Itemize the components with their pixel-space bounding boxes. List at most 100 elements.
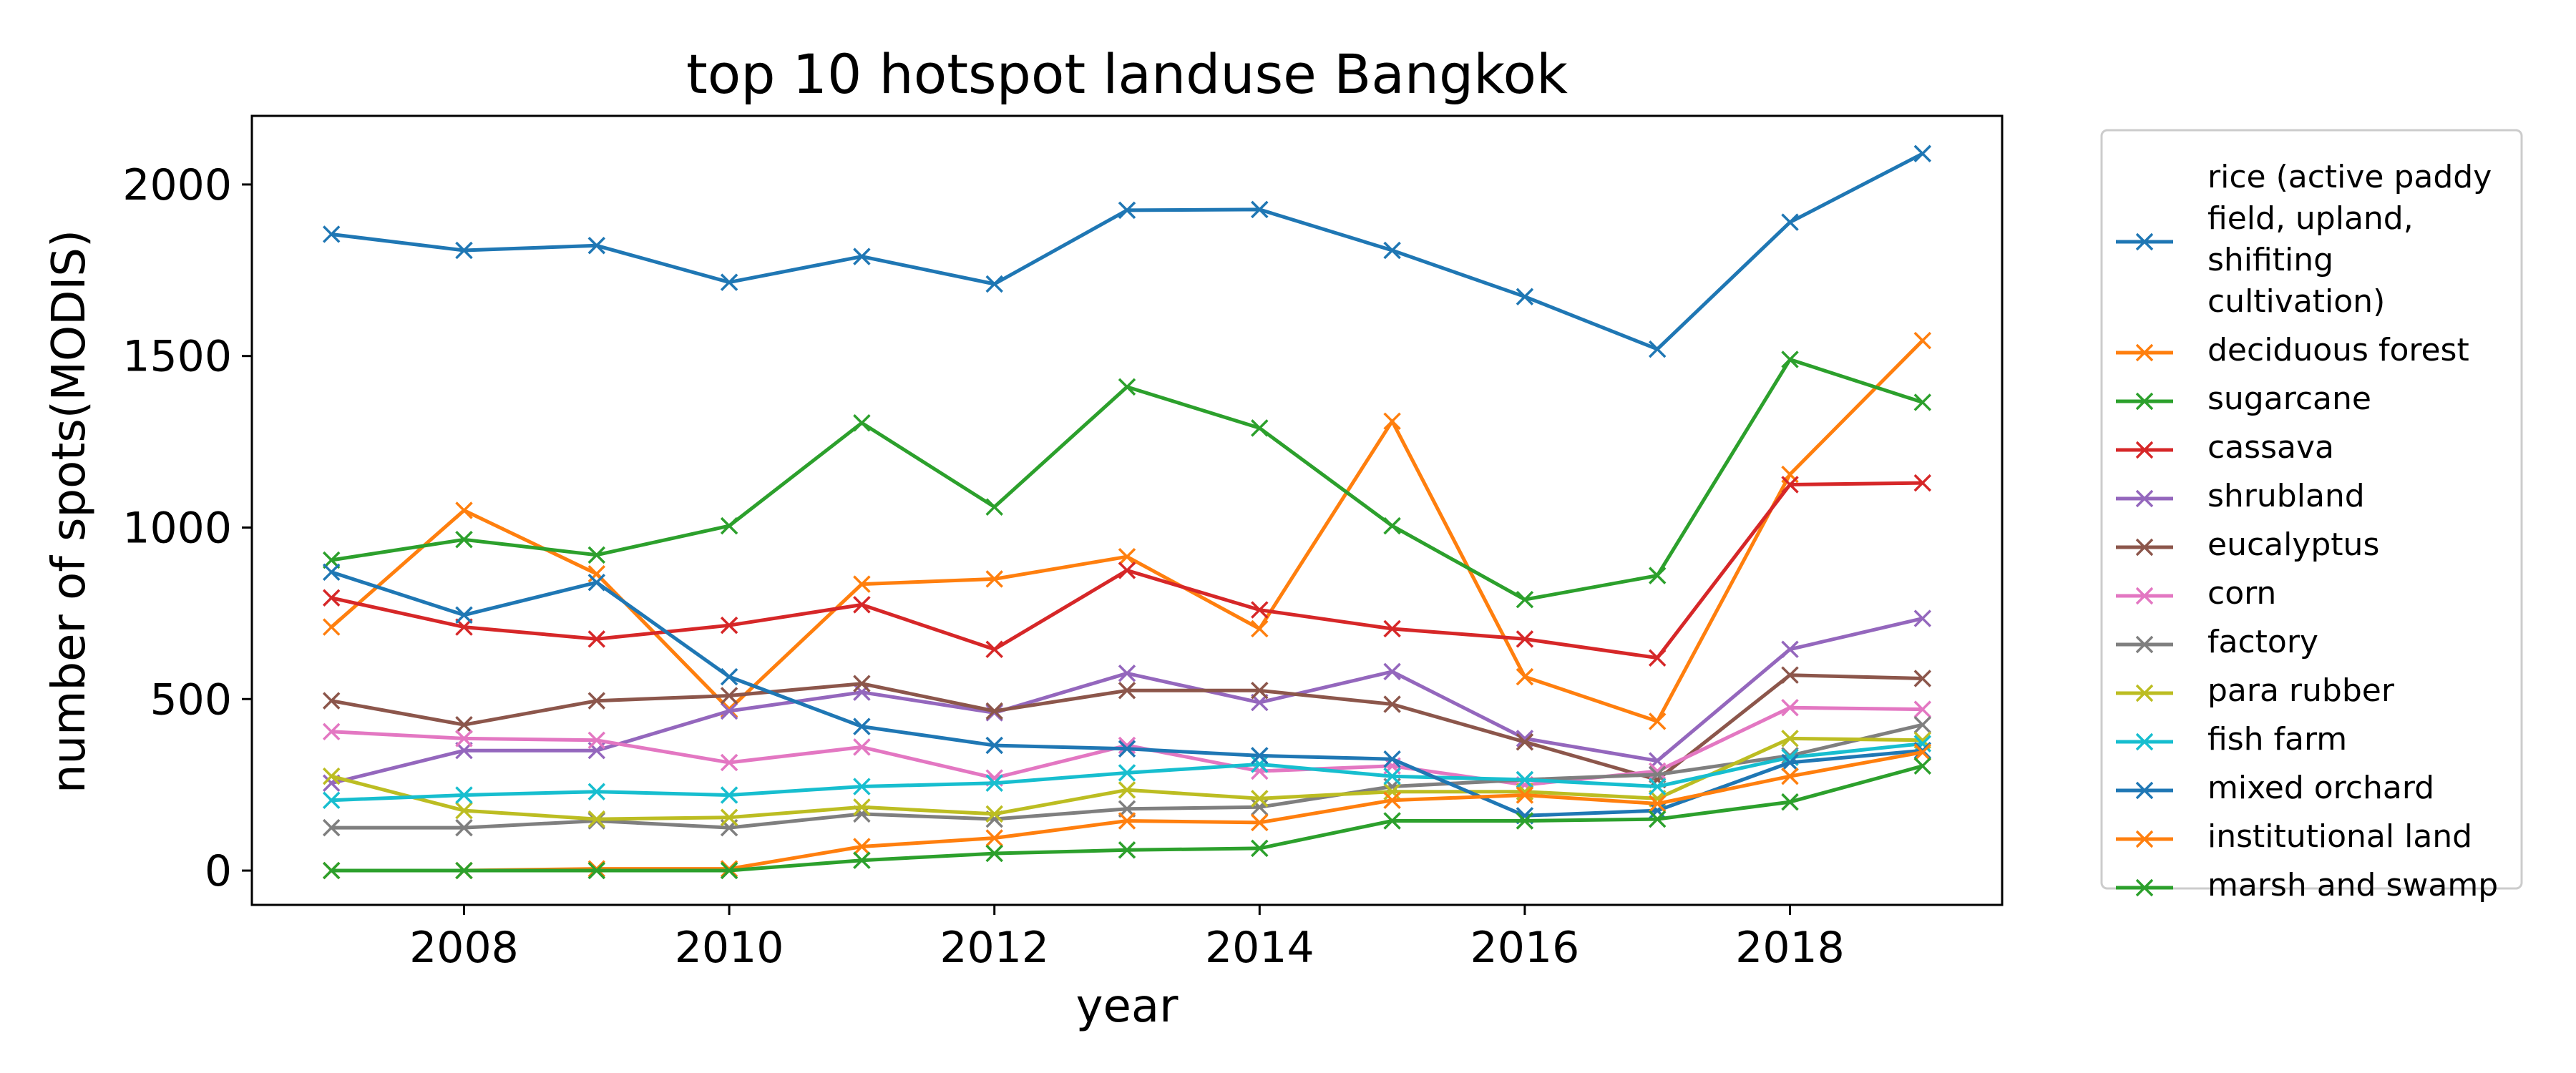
legend-marker (2135, 392, 2154, 411)
data-point (1913, 700, 1932, 718)
legend-box (2100, 129, 2523, 890)
series-5 (322, 666, 1932, 789)
series-8 (322, 730, 1932, 828)
legend: rice (active paddy field, upland, shifitin… (2100, 129, 2523, 903)
data-point (853, 413, 871, 432)
data-point (455, 730, 473, 748)
data-point (720, 687, 738, 705)
legend-label: factory (2207, 624, 2318, 660)
data-point (1648, 567, 1667, 584)
series-line (331, 152, 1923, 351)
plot-area-frame (250, 114, 2004, 906)
data-point (1118, 740, 1136, 758)
legend-label: deciduous forest (2207, 332, 2469, 368)
data-point (1648, 712, 1667, 730)
data-point (322, 563, 341, 582)
data-point (455, 818, 473, 837)
data-point (1251, 790, 1269, 808)
data-point (1913, 715, 1932, 734)
data-point (1251, 419, 1269, 437)
data-point (985, 774, 1003, 792)
legend-label: eucalyptus (2207, 526, 2379, 563)
legend-marker (2135, 635, 2154, 654)
data-point (1516, 667, 1534, 686)
data-point (1913, 757, 1932, 775)
data-point (1118, 562, 1136, 579)
data-point (985, 844, 1003, 863)
data-point (853, 683, 871, 701)
legend-label: fish farm (2207, 721, 2347, 758)
legend-marker (2135, 538, 2154, 557)
data-point (1251, 682, 1269, 700)
data-point (985, 829, 1003, 847)
data-point (1913, 331, 1932, 350)
y-tick-label: 500 (150, 675, 232, 725)
x-tick-label: 2014 (1205, 923, 1314, 973)
series-1 (322, 331, 1932, 730)
legend-entry: rice (active paddy field, upland, shifitin… (2116, 159, 2492, 320)
data-point (322, 722, 341, 741)
legend-label: institutional land (2207, 818, 2472, 855)
data-point (1648, 649, 1667, 667)
legend-label: mixed orchard (2207, 770, 2434, 806)
data-point (720, 667, 738, 686)
legend-entry: corn (2116, 575, 2276, 612)
data-point (322, 618, 341, 636)
data-point (587, 573, 606, 592)
data-point (1118, 665, 1136, 682)
data-point (1516, 590, 1534, 609)
legend-entry: eucalyptus (2116, 526, 2379, 563)
series-11 (322, 743, 1932, 880)
legend-marker (2135, 830, 2154, 848)
data-point (1913, 609, 1932, 627)
legend-label: marsh and swamp (2207, 867, 2498, 903)
legend-entry: sugarcane (2116, 381, 2371, 417)
data-point (322, 767, 341, 785)
data-point (322, 589, 341, 607)
data-point (985, 498, 1003, 516)
data-point (1516, 770, 1534, 789)
data-point (1383, 791, 1401, 809)
data-point (322, 791, 341, 809)
data-point (1781, 213, 1799, 231)
data-point (853, 596, 871, 614)
data-point (587, 810, 606, 828)
data-point (1251, 619, 1269, 638)
data-point (1118, 378, 1136, 396)
data-point (587, 731, 606, 750)
data-point (1648, 810, 1667, 828)
data-point (587, 861, 606, 880)
legend-label: para rubber (2207, 672, 2395, 709)
data-point (853, 717, 871, 735)
data-point (720, 616, 738, 635)
data-point (1251, 839, 1269, 858)
legend-entry: mixed orchard (2116, 770, 2434, 806)
chart-title: top 10 hotspot landuse Bangkok (686, 42, 1568, 106)
data-point (455, 501, 473, 519)
data-point (1781, 767, 1799, 785)
data-point (1383, 812, 1401, 830)
legend-label: rice (active paddy field, upland, shifitin… (2207, 159, 2492, 320)
legend-entry: factory (2116, 624, 2318, 660)
data-point (1118, 812, 1136, 830)
data-point (853, 798, 871, 816)
data-point (985, 736, 1003, 755)
data-point (985, 805, 1003, 823)
data-point (455, 861, 473, 880)
legend-entry: para rubber (2116, 672, 2395, 709)
legend-label: shrubland (2207, 478, 2365, 514)
data-point (720, 861, 738, 880)
data-point (1383, 662, 1401, 681)
y-tick-label: 1500 (122, 332, 232, 382)
data-point (1383, 619, 1401, 638)
data-point (1781, 476, 1799, 494)
data-point (1118, 201, 1136, 220)
data-point (1781, 351, 1799, 368)
data-point (720, 702, 738, 720)
legend-entry: cassava (2116, 429, 2334, 466)
data-point (985, 570, 1003, 588)
series-layer (322, 144, 1932, 880)
data-point (1383, 412, 1401, 431)
data-point (1516, 288, 1534, 305)
data-point (853, 675, 871, 692)
